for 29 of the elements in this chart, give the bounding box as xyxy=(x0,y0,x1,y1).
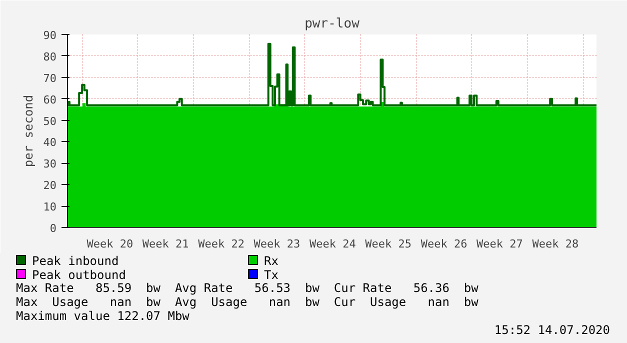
chart-title: pwr-low xyxy=(304,16,360,32)
y-axis-title: per second xyxy=(21,94,36,168)
text: Rx xyxy=(264,254,278,268)
x-tick-label: Week 23 xyxy=(254,238,300,250)
x-tick-label: Week 20 xyxy=(86,238,134,250)
y-tick-label: 90 xyxy=(43,29,57,42)
y-tick-label: 40 xyxy=(43,136,57,150)
legend-label: Peak inbound xyxy=(32,254,119,268)
x-tick-label: Week 21 xyxy=(142,238,189,250)
y-tick-label: 20 xyxy=(43,179,57,192)
y-tick-label: 10 xyxy=(43,200,57,214)
y-tick-label: 80 xyxy=(43,50,57,64)
x-tick-label: Week 28 xyxy=(532,238,579,250)
text: Maximum value 122.07 Mbw xyxy=(16,309,190,323)
x-tick-label: Week 25 xyxy=(365,238,412,250)
x-tick-label: Week 26 xyxy=(420,238,468,250)
y-tick-label: 30 xyxy=(43,158,57,171)
x-tick-label: Week 27 xyxy=(476,238,523,250)
legend-label: Peak outbound xyxy=(32,268,126,282)
text: Max Rate 85.59 bw Avg Rate 56.53 bw Cur Rate 56.36 bw xyxy=(16,281,478,295)
x-tick-label: Week 22 xyxy=(198,238,244,250)
text: Max Usage nan bw Avg Usage nan bw Cur Usage nan bw xyxy=(16,295,478,309)
y-tick-label: 70 xyxy=(43,72,57,85)
y-tick-label: 60 xyxy=(43,93,57,106)
y-tick-label: 50 xyxy=(43,114,57,128)
legend-label: Tx xyxy=(264,268,278,282)
y-tick-label: 0 xyxy=(50,222,56,235)
text: 15:52 14.07.2020 xyxy=(494,323,610,337)
x-tick-label: Week 24 xyxy=(309,238,356,250)
